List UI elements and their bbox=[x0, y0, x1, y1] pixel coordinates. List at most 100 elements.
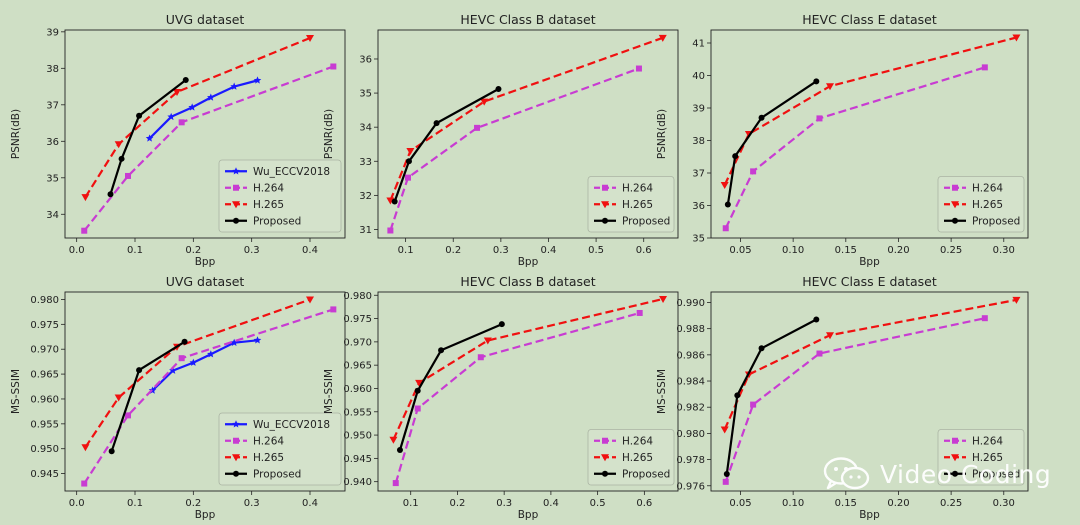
y-tick-label: 0.976 bbox=[676, 481, 705, 492]
data-point bbox=[480, 98, 489, 106]
x-tick-label: 0.10 bbox=[782, 498, 804, 509]
x-tick-label: 0.25 bbox=[940, 498, 962, 509]
legend-box bbox=[587, 176, 675, 233]
series-line bbox=[109, 79, 187, 195]
data-point bbox=[207, 350, 215, 358]
data-point bbox=[253, 76, 262, 84]
data-point bbox=[758, 345, 765, 352]
chart-title: HEVC Class B dataset bbox=[460, 12, 595, 27]
series-h-264 bbox=[722, 315, 988, 485]
series-line bbox=[726, 80, 817, 205]
y-tick-label: 34 bbox=[46, 210, 59, 221]
x-tick-label: 0.3 bbox=[493, 245, 509, 256]
y-tick-label: 0.990 bbox=[676, 298, 705, 309]
legend-label: H.264 bbox=[622, 183, 653, 195]
legend: Wu_ECCV2018 H.264 H.265 Proposed bbox=[218, 412, 342, 486]
axes-frame bbox=[377, 291, 679, 492]
x-axis-label: Bpp bbox=[859, 256, 880, 268]
legend-marker bbox=[951, 201, 959, 209]
chart-1: UVG dataset Bpp PSNR(dB) 0.0 0.1 0.2 0.3 0.4 34 3… bbox=[10, 12, 346, 268]
x-tick-label: 0.3 bbox=[244, 245, 260, 256]
y-tick-label: 36 bbox=[46, 137, 59, 148]
data-point bbox=[178, 119, 185, 126]
x-tick-label: 0.20 bbox=[887, 498, 909, 509]
data-point bbox=[724, 201, 731, 208]
series-line bbox=[724, 317, 986, 483]
y-tick-label: 39 bbox=[692, 104, 705, 115]
legend-label: H.265 bbox=[622, 199, 653, 211]
y-tick-label: 33 bbox=[359, 157, 372, 168]
legend-box bbox=[587, 429, 675, 486]
x-axis-label: Bpp bbox=[518, 256, 539, 268]
y-tick-label: 0.965 bbox=[30, 370, 59, 381]
y-tick-label: 39 bbox=[46, 27, 59, 38]
legend-label: H.265 bbox=[253, 199, 284, 211]
series-h-265 bbox=[720, 296, 1021, 434]
y-tick-label: 0.980 bbox=[676, 429, 705, 440]
series-line bbox=[723, 298, 1017, 430]
y-tick-label: 0.940 bbox=[343, 477, 372, 488]
legend-label: H.265 bbox=[253, 452, 284, 464]
data-point bbox=[813, 316, 820, 323]
data-point bbox=[387, 227, 394, 234]
series-h-264 bbox=[387, 65, 642, 234]
data-point bbox=[414, 405, 421, 412]
legend-label: H.264 bbox=[972, 183, 1003, 195]
legend-label: Proposed bbox=[972, 216, 1020, 228]
data-point bbox=[474, 124, 481, 131]
y-tick-label: 0.955 bbox=[30, 419, 59, 430]
series-line bbox=[725, 318, 817, 475]
y-tick-label: 0.975 bbox=[343, 314, 372, 325]
x-tick-label: 0.15 bbox=[835, 498, 857, 509]
y-tick-label: 34 bbox=[359, 123, 372, 134]
x-tick-label: 0.0 bbox=[69, 245, 85, 256]
legend-label: H.265 bbox=[972, 452, 1003, 464]
legend-label: H.265 bbox=[972, 199, 1003, 211]
legend-marker bbox=[232, 420, 240, 428]
x-axis-label: Bpp bbox=[859, 509, 880, 521]
data-point bbox=[1012, 296, 1021, 304]
data-point bbox=[125, 412, 131, 419]
x-tick-label: 0.4 bbox=[541, 245, 557, 256]
x-axis-label: Bpp bbox=[195, 509, 216, 521]
data-point bbox=[253, 336, 262, 344]
y-tick-label: 0.982 bbox=[676, 403, 705, 414]
series-h-264 bbox=[722, 64, 988, 232]
x-tick-label: 0.4 bbox=[302, 498, 318, 509]
legend-label: Wu_ECCV2018 bbox=[253, 166, 330, 178]
data-point bbox=[406, 148, 415, 156]
plot-area bbox=[81, 296, 337, 487]
legend-label: Proposed bbox=[253, 469, 301, 481]
legend-marker bbox=[233, 184, 239, 191]
y-axis-label: PSNR(dB) bbox=[656, 109, 668, 159]
x-axis-label: Bpp bbox=[195, 256, 216, 268]
data-point bbox=[386, 197, 395, 205]
legend-marker bbox=[602, 184, 608, 191]
y-tick-label: 38 bbox=[692, 136, 705, 147]
chart-4: UVG dataset Bpp MS-SSIM 0.0 0.1 0.2 0.3 0.4 0.94… bbox=[10, 274, 346, 521]
series-line bbox=[723, 36, 1017, 186]
axes-frame bbox=[64, 29, 346, 239]
data-point bbox=[826, 83, 835, 91]
plot-area bbox=[720, 34, 1021, 232]
series-line bbox=[148, 79, 258, 140]
legend-label: Proposed bbox=[622, 216, 670, 228]
legend-marker bbox=[233, 470, 239, 477]
legend: H.264 H.265 Proposed bbox=[587, 176, 675, 233]
data-point bbox=[659, 295, 668, 303]
y-tick-label: 0.978 bbox=[676, 455, 705, 466]
y-tick-label: 0.950 bbox=[343, 431, 372, 442]
axes-frame bbox=[64, 291, 346, 492]
data-point bbox=[330, 306, 337, 313]
watermark-text: Video Coding bbox=[880, 459, 1052, 489]
legend-label: Proposed bbox=[972, 469, 1020, 481]
x-tick-label: 0.15 bbox=[835, 245, 857, 256]
x-tick-label: 0.05 bbox=[729, 245, 751, 256]
series-h-265 bbox=[720, 34, 1021, 190]
data-point bbox=[1012, 34, 1021, 42]
legend-label: H.264 bbox=[253, 436, 284, 448]
x-tick-label: 0.05 bbox=[729, 498, 751, 509]
y-tick-label: 0.945 bbox=[30, 469, 59, 480]
legend-label: Proposed bbox=[253, 216, 301, 228]
legend-marker bbox=[233, 217, 239, 224]
